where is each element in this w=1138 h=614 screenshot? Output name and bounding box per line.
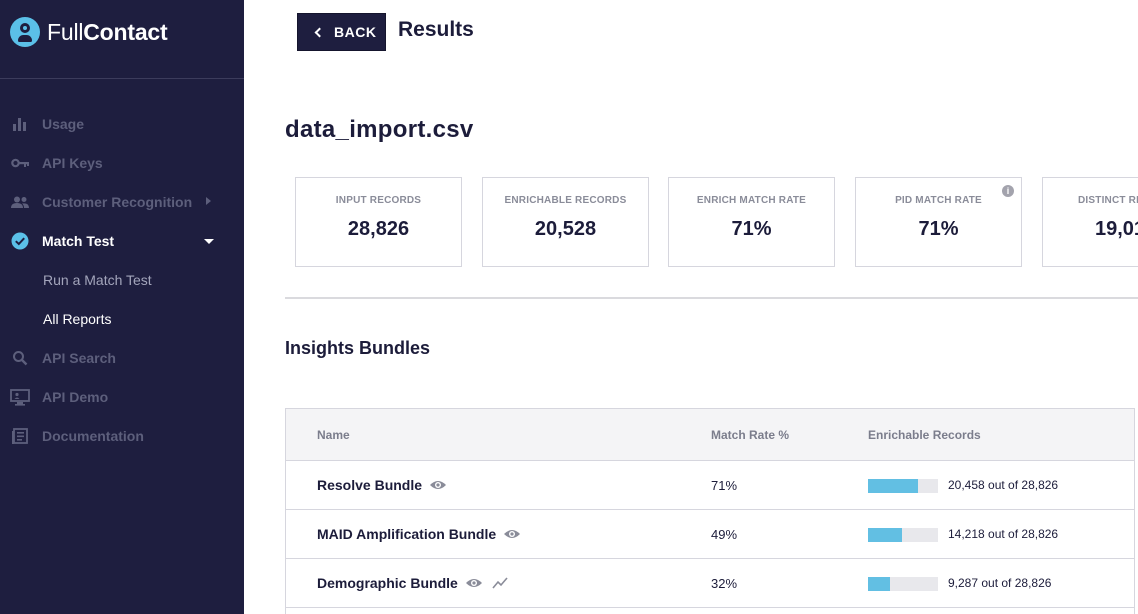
column-header-match-rate[interactable]: Match Rate % bbox=[711, 428, 790, 442]
progress-fill bbox=[868, 528, 903, 542]
table-row[interactable]: Resolve Bundle 71% 20,458 out of 28,826 bbox=[286, 461, 1134, 510]
page-title: Results bbox=[398, 18, 474, 41]
key-icon bbox=[10, 153, 30, 173]
bundle-name: Resolve Bundle bbox=[317, 477, 423, 493]
bundle-name-cell: Resolve Bundle bbox=[317, 477, 447, 493]
table-header: Name Match Rate % Enrichable Records bbox=[286, 409, 1134, 461]
back-button-label: BACK bbox=[334, 24, 377, 40]
bundle-name: MAID Amplification Bundle bbox=[317, 526, 497, 542]
users-icon bbox=[10, 192, 30, 212]
brand-name: FullContact bbox=[47, 18, 168, 45]
enrichable-progress-bar bbox=[868, 528, 938, 542]
progress-fill bbox=[868, 479, 918, 493]
insights-table: Name Match Rate % Enrichable Records Res… bbox=[285, 408, 1135, 614]
sidebar-item-match-test[interactable]: Match Test bbox=[0, 229, 244, 253]
file-name-heading: data_import.csv bbox=[285, 116, 474, 143]
section-divider bbox=[285, 297, 1138, 299]
stat-card-pid-match-rate: i PID MATCH RATE 71% bbox=[855, 177, 1022, 267]
info-icon[interactable]: i bbox=[1002, 185, 1014, 197]
sidebar-item-label: API Search bbox=[42, 350, 116, 366]
bundle-name-cell: MAID Amplification Bundle bbox=[317, 526, 521, 542]
stat-label: INPUT RECORDS bbox=[335, 195, 422, 206]
bar-chart-icon bbox=[10, 114, 30, 134]
sidebar-item-api-search[interactable]: API Search bbox=[0, 346, 244, 370]
match-rate: 49% bbox=[711, 527, 738, 542]
chevron-left-icon bbox=[314, 27, 325, 37]
sidebar-item-label: API Demo bbox=[42, 389, 109, 405]
eye-icon[interactable] bbox=[465, 577, 483, 589]
sidebar: FullContact Usage API Keys Customer Reco… bbox=[0, 0, 244, 614]
stat-label: DISTINCT RE bbox=[1078, 195, 1138, 206]
stat-card-enrich-match-rate: ENRICH MATCH RATE 71% bbox=[668, 177, 835, 267]
stat-card-input-records: INPUT RECORDS 28,826 bbox=[295, 177, 462, 267]
eye-icon[interactable] bbox=[503, 528, 521, 540]
sidebar-item-label: Usage bbox=[42, 116, 85, 132]
stat-label: ENRICHABLE RECORDS bbox=[504, 195, 627, 206]
match-rate: 71% bbox=[711, 478, 738, 493]
stat-value: 71% bbox=[918, 218, 959, 240]
sidebar-item-usage[interactable]: Usage bbox=[0, 112, 244, 136]
bundle-name-cell: Demographic Bundle bbox=[317, 575, 508, 591]
stat-card-distinct-records: DISTINCT RE 19,01 bbox=[1042, 177, 1138, 267]
monitor-icon bbox=[10, 387, 30, 407]
sidebar-item-api-keys[interactable]: API Keys bbox=[0, 151, 244, 175]
stat-value: 20,528 bbox=[534, 218, 597, 240]
bundle-name: Demographic Bundle bbox=[317, 575, 458, 591]
search-icon bbox=[10, 348, 30, 368]
stat-value: 28,826 bbox=[347, 218, 410, 240]
sidebar-item-api-demo[interactable]: API Demo bbox=[0, 385, 244, 409]
chevron-down-icon bbox=[204, 239, 214, 244]
enrichable-count: 9,287 out of 28,826 bbox=[948, 576, 1052, 590]
trend-line-icon[interactable] bbox=[492, 577, 508, 589]
sidebar-subitem-all-reports[interactable]: All Reports bbox=[43, 311, 112, 327]
stat-value: 71% bbox=[731, 218, 772, 240]
enrichable-progress-bar bbox=[868, 577, 938, 591]
sidebar-item-customer-recognition[interactable]: Customer Recognition bbox=[0, 190, 244, 214]
enrichable-progress-bar bbox=[868, 479, 938, 493]
fullcontact-logo-icon bbox=[10, 17, 40, 47]
stat-label: PID MATCH RATE bbox=[895, 195, 982, 206]
sidebar-item-label: Match Test bbox=[42, 233, 115, 249]
match-rate: 32% bbox=[711, 576, 738, 591]
brand-logo[interactable]: FullContact bbox=[10, 16, 168, 48]
document-icon bbox=[10, 426, 30, 446]
enrichable-count: 20,458 out of 28,826 bbox=[948, 478, 1059, 492]
sidebar-item-label: API Keys bbox=[42, 155, 103, 171]
enrichable-count: 14,218 out of 28,826 bbox=[948, 527, 1059, 541]
eye-icon[interactable] bbox=[429, 479, 447, 491]
sidebar-item-documentation[interactable]: Documentation bbox=[0, 424, 244, 448]
column-header-enrichable-records[interactable]: Enrichable Records bbox=[868, 428, 981, 442]
table-row[interactable]: Demographic Bundle 32% 9,287 out of 28,8… bbox=[286, 559, 1134, 608]
sidebar-divider bbox=[0, 78, 244, 79]
stat-label: ENRICH MATCH RATE bbox=[696, 195, 807, 206]
back-button[interactable]: BACK bbox=[297, 13, 386, 51]
check-circle-icon bbox=[10, 231, 30, 251]
sidebar-item-label: Customer Recognition bbox=[42, 194, 193, 210]
sidebar-subitem-run-match-test[interactable]: Run a Match Test bbox=[43, 272, 152, 288]
sidebar-item-label: Documentation bbox=[42, 428, 144, 444]
table-row[interactable]: MAID Amplification Bundle 49% 14,218 out… bbox=[286, 510, 1134, 559]
chevron-right-icon bbox=[206, 197, 211, 205]
column-header-name[interactable]: Name bbox=[317, 428, 350, 442]
stat-value: 19,01 bbox=[1095, 218, 1138, 240]
progress-fill bbox=[868, 577, 891, 591]
section-title: Insights Bundles bbox=[285, 338, 431, 358]
stat-card-enrichable-records: ENRICHABLE RECORDS 20,528 bbox=[482, 177, 649, 267]
